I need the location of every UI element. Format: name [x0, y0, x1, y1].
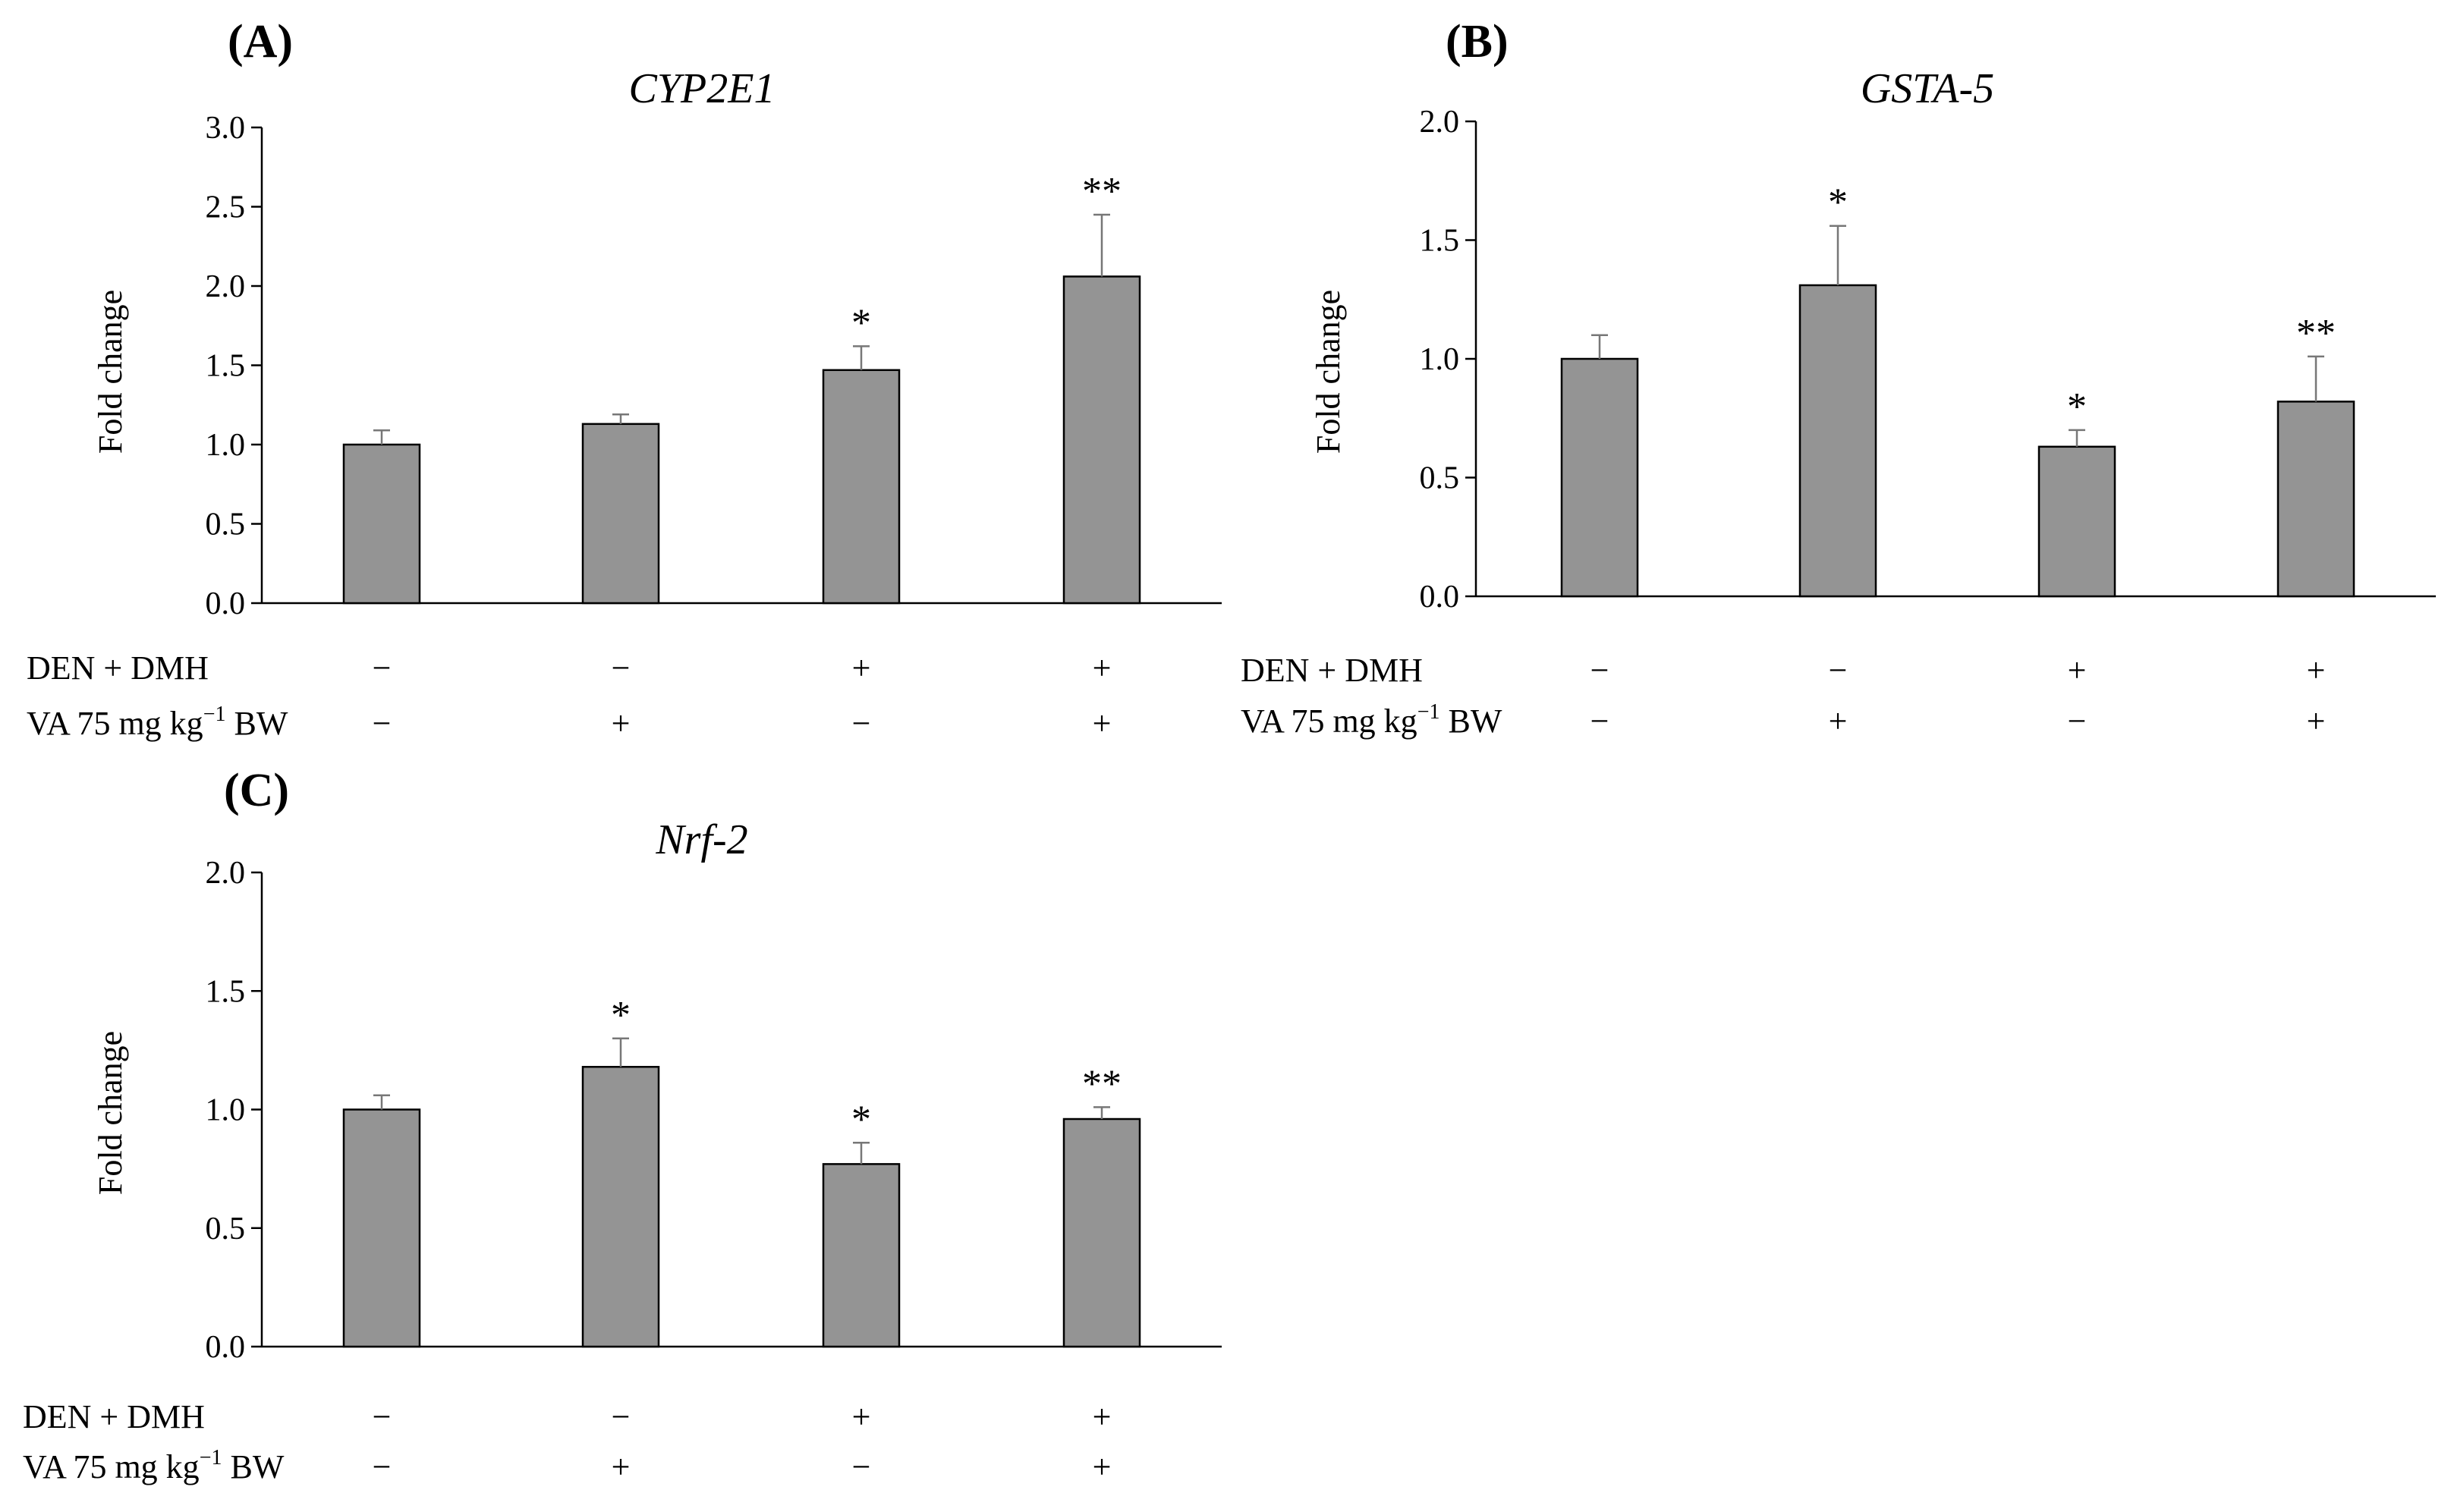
- va-sign: +: [1093, 1448, 1112, 1485]
- y-tick-label: 1.5: [1420, 224, 1460, 259]
- va-sign: −: [373, 705, 392, 742]
- y-tick-label: 2.0: [1420, 105, 1460, 140]
- den-dmh-sign: +: [1093, 1398, 1112, 1435]
- y-tick-label: 2.0: [206, 856, 246, 891]
- y-axis-label: Fold change: [92, 290, 129, 454]
- chart-title: GSTA-5: [1861, 65, 1994, 112]
- bars: ****: [342, 994, 1141, 1348]
- va-sign: +: [1829, 703, 1848, 740]
- y-tick-label: 0.5: [206, 508, 246, 542]
- bar: [1062, 275, 1141, 605]
- bar: [581, 1066, 660, 1348]
- y-tick-label: 3.0: [206, 111, 246, 146]
- va-sign: +: [2307, 703, 2326, 740]
- y-tick-label: 1.5: [206, 349, 246, 384]
- den-dmh-sign: +: [2068, 652, 2087, 689]
- bar: [342, 1108, 421, 1348]
- significance-mark: **: [2296, 312, 2336, 355]
- row-label-den-dmh: DEN + DMH: [23, 1398, 205, 1435]
- significance-mark: *: [851, 301, 871, 344]
- treatment-signs: − − + + − + − +: [373, 649, 1112, 742]
- significance-mark: **: [1082, 170, 1122, 213]
- row-label-va: VA 75 mg kg−1 BW: [27, 703, 288, 742]
- y-ticks: 0.0 0.5 1.0 1.5 2.0: [1420, 105, 1476, 615]
- treatment-signs: − − + + − + − +: [373, 1398, 1112, 1485]
- y-tick-label: 0.0: [206, 586, 246, 621]
- panel-c: (C) Nrf-2 Fold change 0.00.51.01.52.0 **…: [23, 765, 1222, 1485]
- panel-label: (C): [224, 765, 289, 816]
- significance-mark: *: [1828, 181, 1848, 225]
- y-tick-label: 0.5: [206, 1212, 246, 1246]
- y-axis-label: Fold change: [92, 1031, 129, 1195]
- y-tick-label: 2.5: [206, 190, 246, 225]
- y-tick-label: 2.0: [206, 269, 246, 304]
- den-dmh-sign: −: [373, 1398, 392, 1435]
- den-dmh-sign: −: [612, 649, 631, 687]
- significance-mark: **: [1082, 1062, 1122, 1105]
- y-ticks: 0.0 0.5 1.0 1.5 2.0 2.5 3.0: [206, 111, 262, 621]
- den-dmh-sign: −: [612, 1398, 631, 1435]
- den-dmh-sign: −: [1829, 652, 1848, 689]
- panel-b: (B) GSTA-5 Fold change 0.0 0.5 1.0 1.5 2.0 *…: [1241, 16, 2436, 740]
- y-tick-label: 1.0: [206, 1093, 246, 1128]
- bar: [822, 1163, 901, 1348]
- bar: [1560, 357, 1639, 598]
- va-sign: −: [852, 1448, 871, 1485]
- va-sign: +: [612, 705, 631, 742]
- den-dmh-sign: +: [1093, 649, 1112, 687]
- y-tick-label: 1.5: [206, 974, 246, 1009]
- bars: ***: [342, 170, 1141, 605]
- den-dmh-sign: +: [852, 1398, 871, 1435]
- panel-label: (B): [1446, 16, 1509, 68]
- bar: [1062, 1117, 1141, 1348]
- bar: [2276, 401, 2355, 598]
- bar: [1798, 284, 1877, 598]
- significance-mark: *: [851, 1098, 871, 1141]
- panel-label: (A): [228, 16, 293, 68]
- row-label-va: VA 75 mg kg−1 BW: [1241, 700, 1502, 740]
- bar: [822, 369, 901, 605]
- y-tick-label: 0.5: [1420, 461, 1460, 496]
- chart-title: Nrf-2: [655, 816, 747, 863]
- bar: [342, 443, 421, 605]
- bar: [581, 423, 660, 605]
- bar: [2037, 445, 2116, 598]
- y-tick-label: 0.0: [206, 1330, 246, 1365]
- va-sign: −: [373, 1448, 392, 1485]
- va-sign: −: [852, 705, 871, 742]
- va-sign: −: [2068, 703, 2087, 740]
- den-dmh-sign: −: [1590, 652, 1609, 689]
- row-label-va: VA 75 mg kg−1 BW: [23, 1446, 285, 1485]
- den-dmh-sign: −: [373, 649, 392, 687]
- va-sign: −: [1590, 703, 1609, 740]
- va-sign: +: [612, 1448, 631, 1485]
- y-tick-label: 1.0: [206, 428, 246, 463]
- row-label-den-dmh: DEN + DMH: [1241, 652, 1423, 689]
- den-dmh-sign: +: [2307, 652, 2326, 689]
- y-tick-label: 1.0: [1420, 342, 1460, 377]
- significance-mark: *: [611, 994, 631, 1037]
- bars: ****: [1560, 181, 2355, 598]
- chart-title: CYP2E1: [629, 65, 776, 112]
- den-dmh-sign: +: [852, 649, 871, 687]
- y-ticks: 0.0 0.5 1.0 1.5 2.0: [206, 856, 262, 1365]
- treatment-signs: − − + + − + − +: [1590, 652, 2326, 740]
- panel-a: (A) CYP2E1 Fold change 0.0 0.5 1.0 1.5 2.0 2.…: [27, 16, 1222, 742]
- va-sign: +: [1093, 705, 1112, 742]
- y-axis-label: Fold change: [1310, 290, 1347, 454]
- significance-mark: *: [2067, 385, 2087, 429]
- row-label-den-dmh: DEN + DMH: [27, 649, 209, 687]
- y-tick-label: 0.0: [1420, 580, 1460, 615]
